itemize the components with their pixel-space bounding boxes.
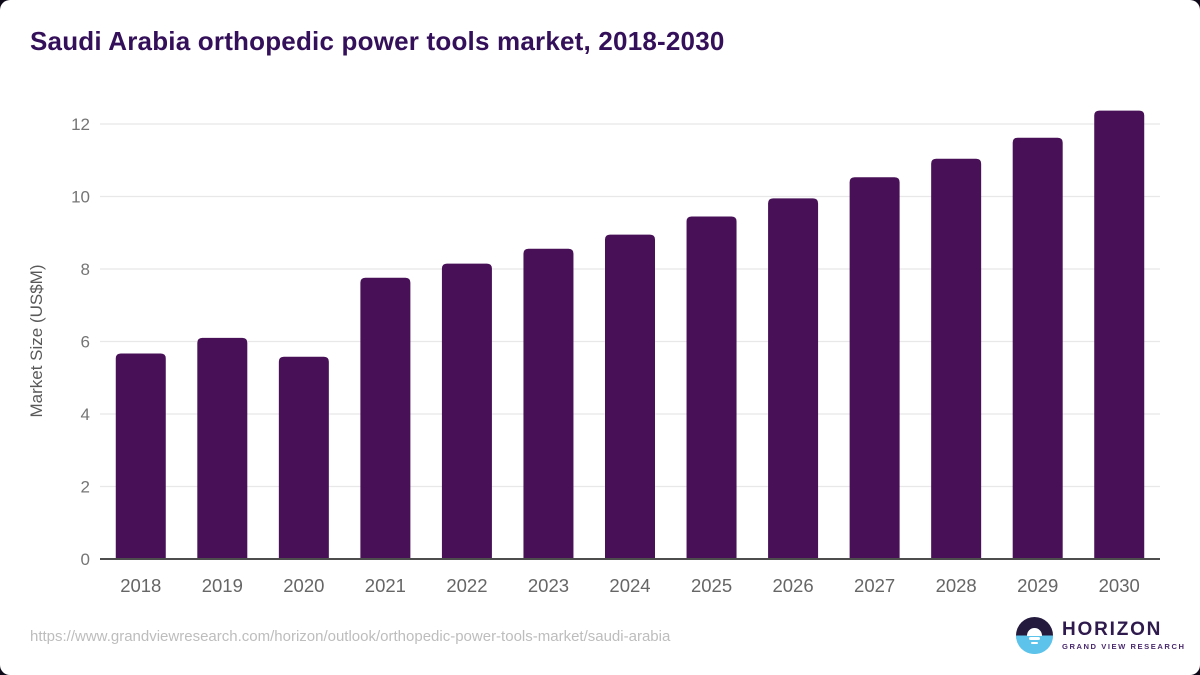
bar-2026 — [768, 198, 819, 559]
y-tick-label-6: 6 — [81, 333, 90, 352]
x-tick-label-2019: 2019 — [202, 575, 243, 596]
x-tick-label-2028: 2028 — [936, 575, 977, 596]
logo-name: HORIZON — [1062, 619, 1163, 640]
bar-2027 — [849, 177, 900, 559]
bar-2028 — [931, 158, 982, 560]
bar-2023 — [523, 248, 574, 559]
x-tick-label-2021: 2021 — [365, 575, 406, 596]
horizon-logo: HORIZON GRAND VIEW RESEARCH — [1016, 617, 1186, 654]
x-tick-label-2023: 2023 — [528, 575, 569, 596]
x-tick-label-2030: 2030 — [1099, 575, 1140, 596]
y-tick-label-0: 0 — [81, 550, 90, 569]
x-tick-label-2029: 2029 — [1017, 575, 1058, 596]
bar-2029 — [1012, 137, 1063, 559]
horizon-sun-icon — [1016, 617, 1053, 654]
y-tick-label-4: 4 — [81, 405, 90, 424]
y-tick-label-8: 8 — [81, 260, 90, 279]
source-url: https://www.grandviewresearch.com/horizo… — [30, 628, 671, 645]
bar-2025 — [686, 216, 737, 559]
bar-2030 — [1094, 110, 1145, 560]
y-tick-label-2: 2 — [81, 478, 90, 497]
x-tick-label-2024: 2024 — [609, 575, 650, 596]
y-tick-label-10: 10 — [71, 188, 90, 207]
bar-2022 — [441, 263, 492, 559]
y-axis-title: Market Size (US$M) — [27, 264, 46, 417]
logo-subtitle: GRAND VIEW RESEARCH — [1062, 642, 1186, 651]
x-tick-label-2020: 2020 — [283, 575, 324, 596]
x-tick-label-2018: 2018 — [120, 575, 161, 596]
bar-2020 — [278, 356, 329, 559]
bar-2024 — [605, 234, 655, 559]
x-tick-label-2027: 2027 — [854, 575, 895, 596]
y-tick-label-12: 12 — [71, 115, 90, 134]
x-tick-label-2022: 2022 — [446, 575, 487, 596]
bar-2019 — [197, 337, 248, 559]
bar-2018 — [115, 353, 166, 559]
bar-2021 — [360, 277, 411, 559]
x-tick-label-2026: 2026 — [772, 575, 813, 596]
chart-title: Saudi Arabia orthopedic power tools mark… — [30, 26, 725, 56]
x-tick-label-2025: 2025 — [691, 575, 732, 596]
